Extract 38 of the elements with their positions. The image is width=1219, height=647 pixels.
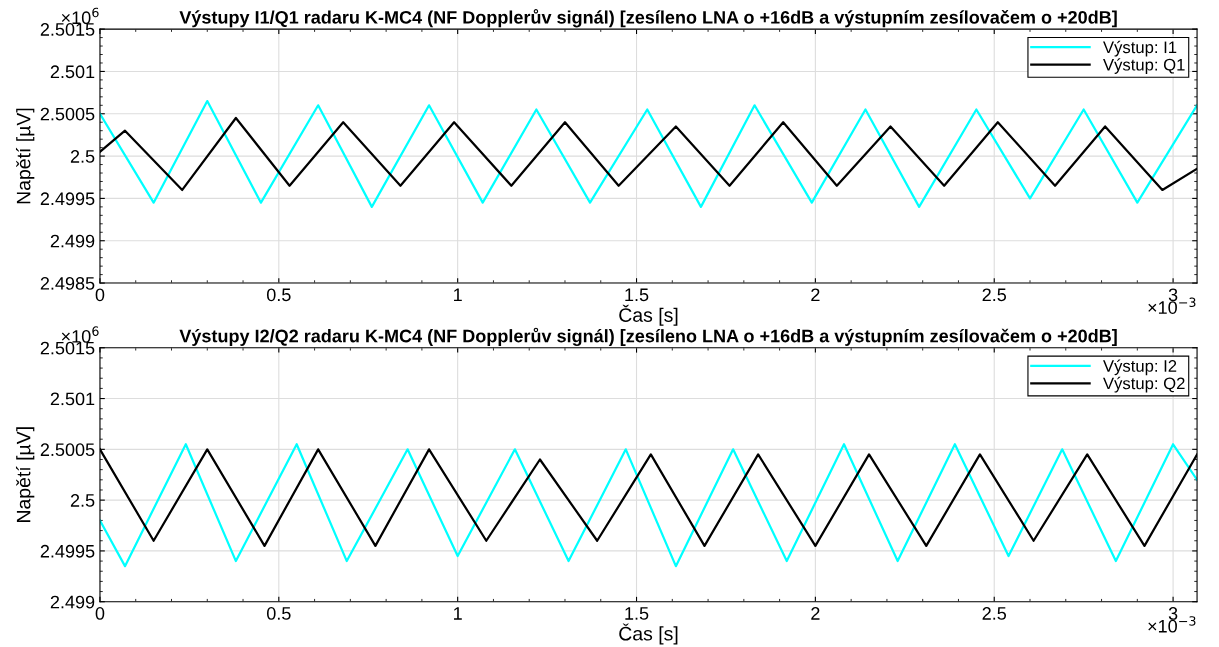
y-tick-label: 2.4995 <box>40 544 95 558</box>
y-tick-label: 2.4985 <box>40 277 95 290</box>
x-tick-label: 1 <box>454 288 462 302</box>
chart-title: Výstupy I1/Q1 radaru K-MC4 (NF Dopplerův signál) [zesíleno LNA o +16dB a výstupním zesílovačem o +20dB] <box>179 9 1117 28</box>
chart-title: Výstupy I2/Q2 radaru K-MC4 (NF Dopplerův signál) [zesíleno LNA o +16dB a výstupním zesílovačem o +20dB] <box>179 327 1117 347</box>
y-tick-label: 2.499 <box>50 595 95 609</box>
x-axis-title: Čas [s] <box>619 623 678 645</box>
line-series <box>99 443 1198 568</box>
x-tick-label: 2.5 <box>982 288 1007 302</box>
x-tick-label: 2.5 <box>982 607 1007 620</box>
y-axis-title: Napětí [µV] <box>15 427 35 522</box>
y-tick-label: 2.501 <box>50 392 95 406</box>
x-tick-label: 0.5 <box>266 288 291 302</box>
x-tick-label: 0 <box>95 607 105 620</box>
y-tick-label: 2.499 <box>50 234 95 248</box>
y-tick-label: 2.5005 <box>40 107 95 121</box>
x-tick-label: 0.5 <box>266 607 291 620</box>
x-tick-label: 2 <box>811 288 820 302</box>
y-tick-label: 2.501 <box>50 65 95 79</box>
x-tick-label: 1.5 <box>625 288 649 302</box>
y-tick-label: 2.5015 <box>40 23 95 36</box>
x-axis-title: Čas [s] <box>619 304 678 326</box>
x-tick-label: 2 <box>811 607 820 620</box>
legend-label: Výstup: Q2 <box>1103 376 1185 393</box>
y-tick-label: 2.5015 <box>40 341 95 355</box>
text: ×10$^{6}$ <box>61 326 99 343</box>
y-tick-label: 2.5 <box>70 494 95 507</box>
x-tick-label: 0 <box>95 288 105 302</box>
y-axis-title: Napětí [µV] <box>15 108 35 204</box>
y-tick-label: 2.4995 <box>40 192 95 206</box>
legend-label: Výstup: Q1 <box>1103 58 1185 74</box>
legend-label: Výstup: I1 <box>1103 40 1177 57</box>
line-series <box>99 99 1198 208</box>
legend-label: Výstup: I2 <box>1103 359 1177 376</box>
x-tick-label: 1 <box>454 607 462 620</box>
x-tick-label: 1.5 <box>625 607 649 620</box>
y-tick-label: 2.5005 <box>40 443 95 457</box>
y-tick-label: 2.5 <box>70 150 95 163</box>
